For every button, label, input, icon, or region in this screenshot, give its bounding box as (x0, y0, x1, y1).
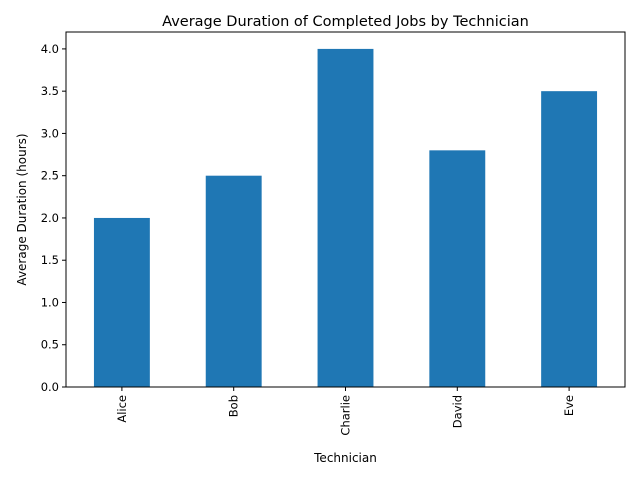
y-tick-label: 3.0 (41, 126, 59, 140)
plot-frame (65, 31, 626, 388)
x-axis-label: Technician (313, 451, 377, 465)
y-tick-label: 1.0 (41, 295, 59, 309)
y-axis-label: Average Duration (hours) (15, 133, 29, 285)
bars (93, 48, 598, 388)
y-tick-label: 0.0 (41, 380, 59, 394)
x-tick-label: Eve (562, 395, 576, 416)
x-tick-label: Charlie (339, 395, 353, 436)
bar-charlie (317, 48, 374, 388)
y-tick-label: 3.5 (41, 84, 59, 98)
y-axis: 0.0 0.5 1.0 1.5 2.0 2.5 3.0 3.5 4.0 (41, 42, 66, 394)
y-tick-label: 4.0 (41, 42, 59, 56)
x-tick-label: Alice (115, 395, 129, 423)
bar-alice (93, 217, 150, 387)
bar-david (429, 150, 486, 387)
x-tick-label: David (450, 395, 464, 428)
y-tick-label: 0.5 (41, 338, 59, 352)
x-tick-label: Bob (227, 395, 241, 417)
y-tick-label: 2.0 (41, 211, 59, 225)
bar-bob (205, 175, 262, 387)
bar-eve (541, 91, 598, 388)
x-axis: Alice Bob Charlie David Eve (115, 387, 576, 436)
chart-title: Average Duration of Completed Jobs by Te… (162, 14, 529, 30)
y-tick-label: 2.5 (41, 169, 59, 183)
y-tick-label: 1.5 (41, 253, 59, 267)
